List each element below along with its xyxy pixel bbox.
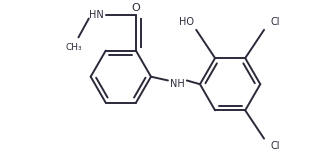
Text: NH: NH: [170, 79, 185, 89]
Text: HO: HO: [179, 17, 194, 27]
Text: HN: HN: [89, 10, 104, 20]
Text: O: O: [132, 3, 140, 13]
Text: Cl: Cl: [271, 141, 280, 151]
Text: CH₃: CH₃: [65, 43, 82, 52]
Text: Cl: Cl: [271, 17, 280, 27]
